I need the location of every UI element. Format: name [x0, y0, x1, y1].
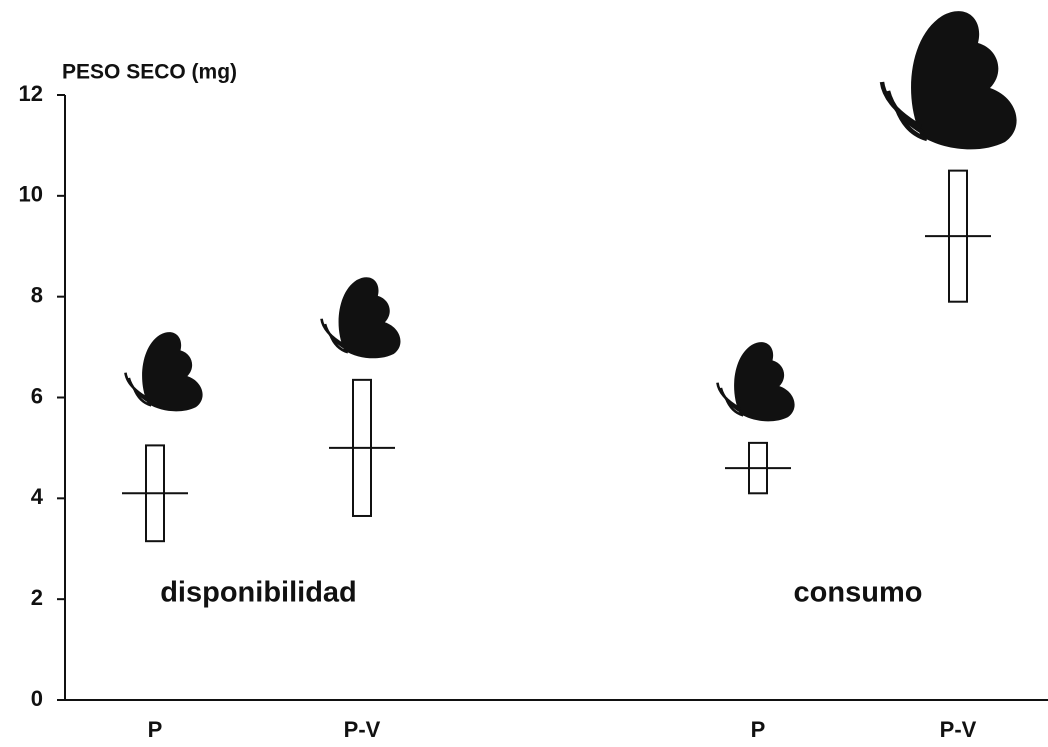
y-axis-label: PESO SECO (mg)	[62, 61, 237, 84]
y-tick-label: 6	[31, 383, 43, 408]
butterfly-icon	[320, 275, 402, 360]
butterfly-icon	[716, 340, 796, 423]
group-label: consumo	[794, 577, 923, 609]
y-tick-label: 12	[19, 81, 43, 106]
x-tick-label: P-V	[344, 717, 381, 742]
y-tick-label: 8	[31, 282, 43, 307]
group-label: disponibilidad	[160, 577, 357, 609]
butterfly-icon	[882, 11, 1017, 149]
y-tick-label: 0	[31, 686, 43, 711]
x-tick-label: P	[148, 717, 163, 742]
x-tick-label: P	[751, 717, 766, 742]
butterfly-icons	[124, 11, 1017, 423]
y-tick-label: 10	[19, 182, 43, 207]
y-tick-label: 4	[31, 484, 44, 509]
y-tick-label: 2	[31, 585, 43, 610]
butterfly-icon	[124, 330, 204, 413]
x-tick-label: P-V	[940, 717, 977, 742]
